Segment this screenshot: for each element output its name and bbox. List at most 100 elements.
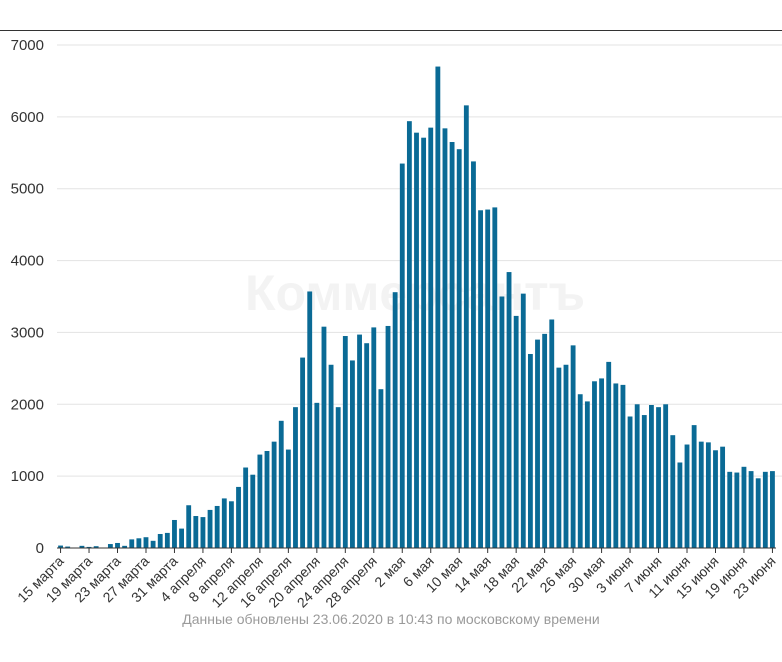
bar	[406, 121, 412, 549]
bar	[115, 542, 120, 548]
bar	[193, 516, 199, 548]
bar	[599, 378, 605, 548]
bar	[478, 210, 483, 548]
bar	[93, 546, 99, 548]
bar	[449, 142, 455, 548]
bar	[770, 471, 775, 548]
bar	[499, 296, 505, 548]
bar	[734, 472, 740, 548]
bar	[399, 163, 405, 548]
bar	[86, 546, 92, 548]
bar	[307, 291, 313, 548]
y-tick-label: 2000	[11, 396, 44, 413]
bar	[421, 137, 427, 548]
bar-series	[58, 66, 775, 549]
bar	[271, 441, 277, 548]
y-tick-label: 7000	[11, 37, 44, 54]
bar	[172, 519, 177, 548]
bar	[527, 353, 533, 548]
bar	[442, 128, 448, 548]
bar	[471, 161, 476, 548]
bar	[264, 450, 270, 548]
bar	[705, 442, 711, 548]
bar	[79, 545, 85, 548]
bar	[456, 149, 462, 548]
bar	[713, 450, 718, 548]
bar	[342, 336, 348, 548]
bar	[584, 401, 590, 548]
bar	[549, 319, 555, 548]
bar	[214, 505, 220, 548]
bar	[613, 383, 619, 548]
bar	[428, 127, 434, 548]
bar	[677, 462, 683, 548]
bar	[293, 407, 298, 548]
bar	[164, 532, 170, 548]
bar	[300, 357, 306, 548]
bar	[620, 384, 626, 548]
bar	[577, 394, 583, 548]
bar	[364, 343, 370, 548]
bar	[278, 420, 284, 548]
bar	[357, 334, 362, 548]
bar	[684, 444, 690, 548]
bar	[236, 486, 241, 548]
bar	[285, 449, 291, 548]
bar	[200, 517, 206, 548]
bar	[129, 539, 135, 548]
bar	[641, 415, 647, 548]
bar	[727, 471, 733, 548]
bar	[649, 405, 654, 548]
bar	[157, 533, 163, 548]
bar	[748, 471, 754, 548]
bar	[179, 528, 184, 548]
bar	[414, 132, 419, 549]
bar	[506, 272, 512, 548]
bar	[143, 537, 149, 548]
bar	[335, 407, 341, 548]
bar	[385, 325, 391, 548]
y-axis: 0 1000 2000 3000 4000 5000 6000 7000	[11, 37, 44, 557]
bar	[228, 501, 234, 548]
bar	[463, 105, 469, 549]
bar	[535, 339, 540, 548]
top-rule	[0, 30, 782, 31]
bar	[350, 360, 355, 548]
bar	[755, 478, 761, 548]
bar	[634, 404, 640, 548]
y-tick-label: 4000	[11, 253, 44, 270]
bar	[371, 327, 377, 548]
bar	[378, 389, 384, 548]
bar	[250, 474, 256, 548]
bar	[670, 435, 676, 548]
bar	[257, 454, 263, 548]
bar	[392, 292, 398, 548]
bar	[435, 66, 441, 548]
bar	[328, 364, 334, 548]
bar	[656, 407, 661, 548]
bar	[720, 446, 726, 548]
bar	[485, 209, 491, 549]
bar	[207, 509, 213, 548]
bar	[186, 505, 192, 548]
bar	[492, 207, 498, 548]
bar	[122, 545, 128, 548]
bar	[65, 546, 71, 548]
bar	[107, 544, 113, 548]
bar	[627, 416, 633, 548]
bar	[606, 361, 612, 548]
y-tick-label: 1000	[11, 468, 44, 485]
grid-lines	[57, 44, 782, 477]
bar	[542, 333, 548, 548]
bar	[321, 326, 327, 548]
bar	[663, 404, 669, 548]
x-tick-label: 2 мая	[371, 553, 408, 590]
bar	[691, 425, 697, 548]
bar	[221, 498, 227, 548]
bar	[698, 441, 704, 548]
y-tick-label: 3000	[11, 324, 44, 341]
bar	[150, 540, 156, 548]
bar	[136, 538, 142, 548]
